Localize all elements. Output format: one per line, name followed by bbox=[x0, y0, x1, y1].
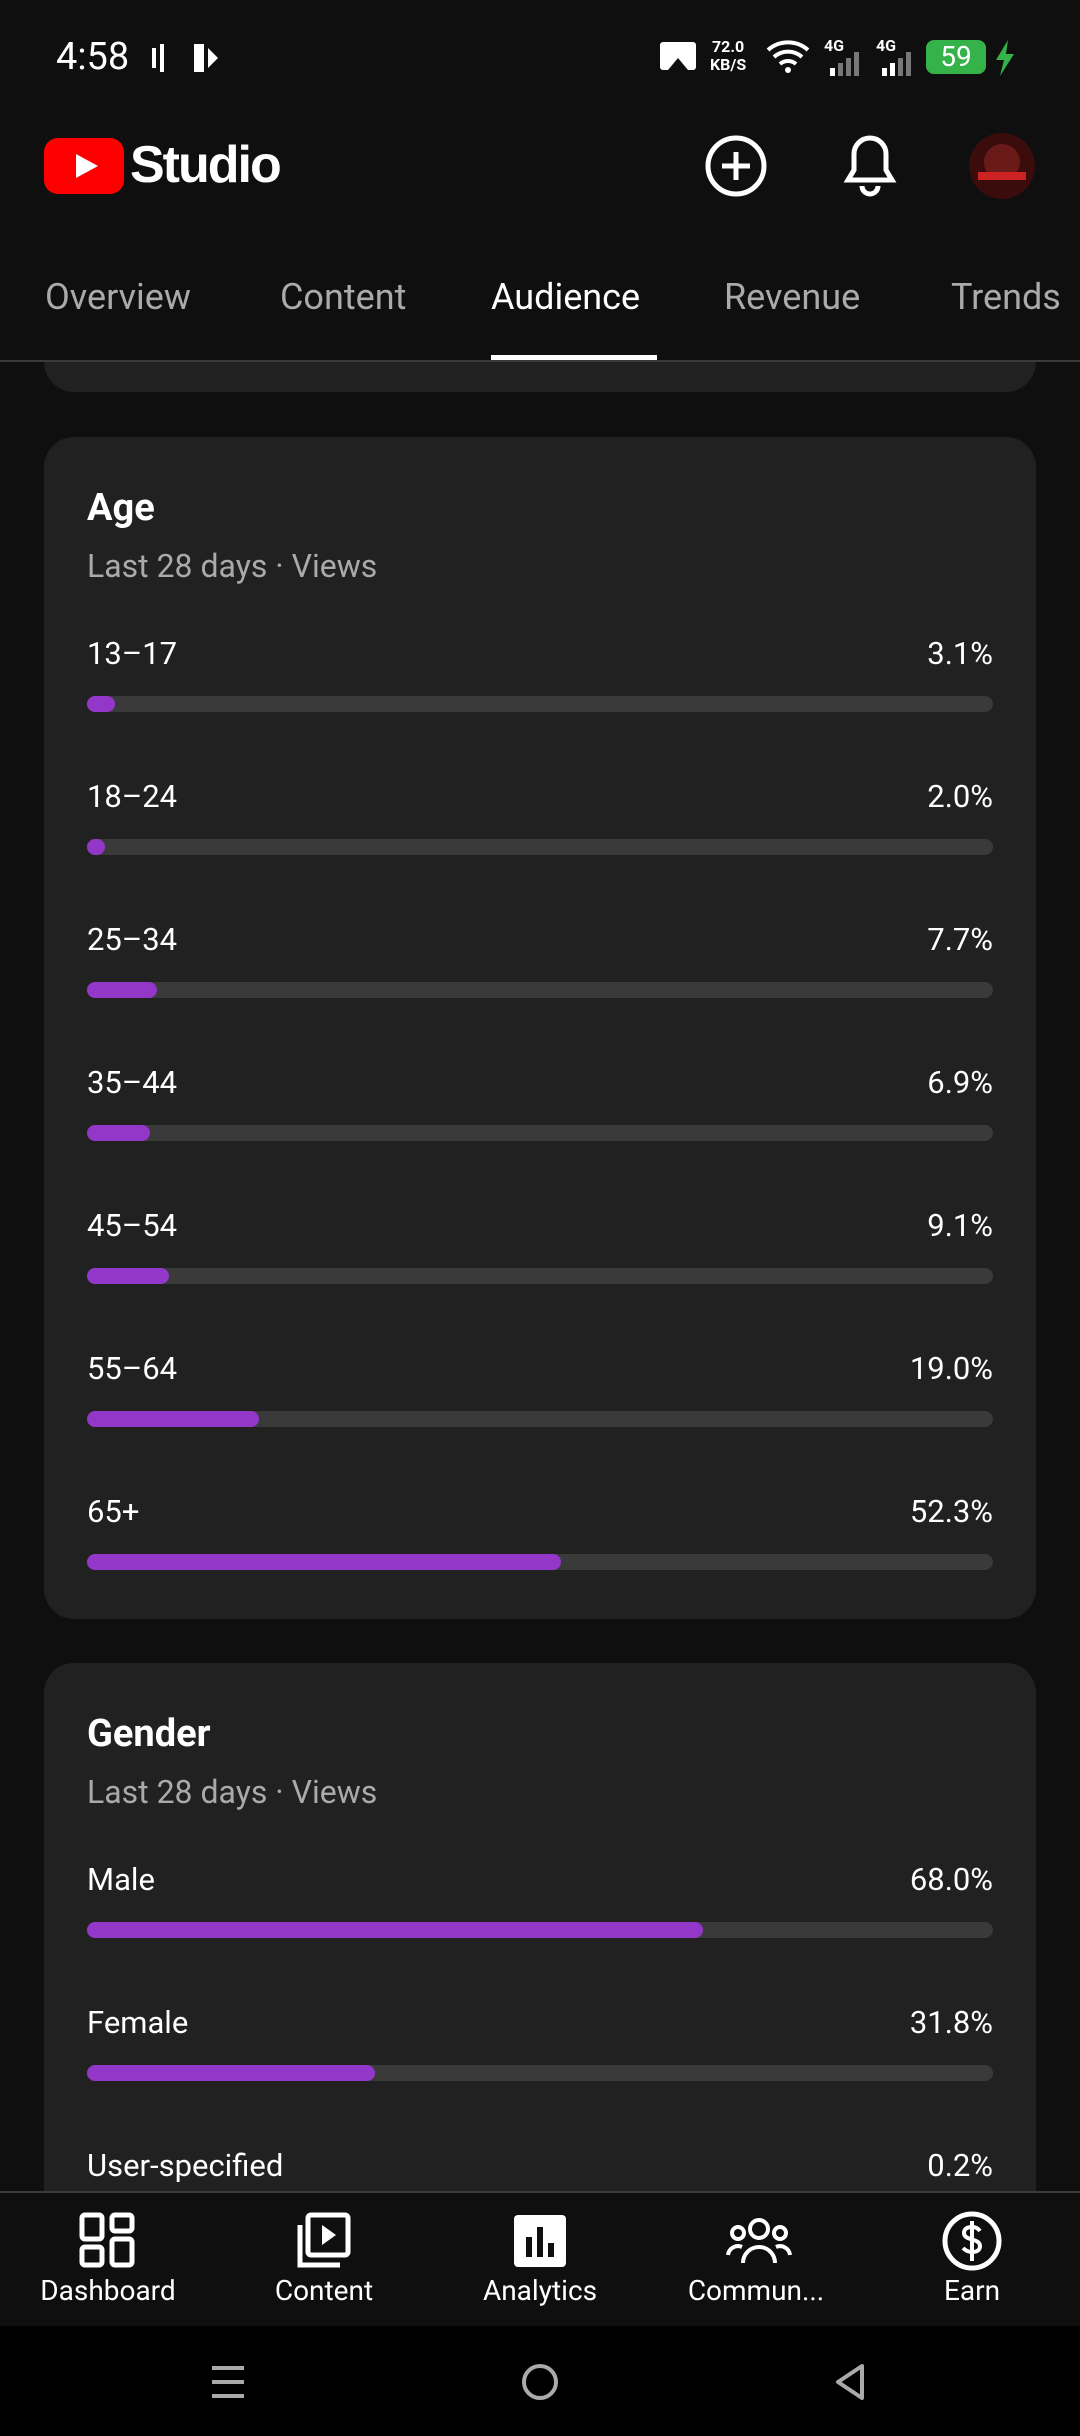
back-button[interactable] bbox=[830, 2362, 870, 2402]
row-label: 55–64 bbox=[87, 1350, 178, 1387]
system-nav bbox=[0, 2326, 1080, 2436]
bar-track bbox=[87, 839, 993, 855]
tab[interactable]: Overview bbox=[45, 276, 191, 318]
nav-item[interactable]: Analytics bbox=[432, 2193, 648, 2326]
nav-item[interactable]: Dashboard bbox=[0, 2193, 216, 2326]
nav-label: Content bbox=[274, 2274, 374, 2307]
avatar[interactable] bbox=[968, 132, 1036, 200]
speed: 72.0 bbox=[711, 37, 745, 56]
nav-label: Commun... bbox=[687, 2274, 825, 2307]
content-icon bbox=[297, 2212, 351, 2268]
wifi-icon bbox=[766, 40, 810, 73]
nav-label: Earn bbox=[943, 2274, 1001, 2307]
signal bbox=[882, 52, 911, 76]
net-speed: 72.0 KB/S bbox=[710, 38, 746, 74]
cast-icon bbox=[660, 42, 696, 70]
section-subtitle: Last 28 days · Views bbox=[87, 1773, 378, 1811]
row-value: 7.7% bbox=[927, 921, 993, 958]
bar bbox=[87, 696, 116, 712]
row-label: 18–24 bbox=[87, 778, 178, 815]
tab[interactable]: Content bbox=[280, 276, 407, 318]
status-icons bbox=[152, 44, 218, 72]
signal bbox=[830, 52, 859, 76]
nav-item[interactable]: Commun... bbox=[648, 2193, 864, 2326]
speed-unit: KB/S bbox=[710, 55, 747, 74]
age-card: Age Last 28 days · Views 13–17 3.1% 18–24 2.0… bbox=[44, 437, 1036, 1619]
card bbox=[44, 362, 1036, 392]
network: 4G bbox=[876, 36, 897, 55]
bar bbox=[87, 982, 157, 998]
row-value: 19.0% bbox=[909, 1350, 993, 1387]
notifications-button[interactable] bbox=[840, 132, 900, 198]
bar-track bbox=[87, 1268, 993, 1284]
bar bbox=[87, 1268, 170, 1284]
row-value: 68.0% bbox=[909, 1861, 993, 1898]
row-value: 3.1% bbox=[927, 635, 993, 672]
bar bbox=[87, 839, 106, 855]
bar bbox=[87, 2065, 376, 2081]
bar-track bbox=[87, 696, 993, 712]
bar bbox=[87, 1922, 704, 1938]
row-value: 2.0% bbox=[927, 778, 993, 815]
nav-item[interactable]: Content bbox=[216, 2193, 432, 2326]
divider bbox=[0, 360, 1080, 362]
time: 4:58 bbox=[56, 35, 130, 79]
tab[interactable]: Trends bbox=[951, 276, 1061, 318]
app-title: Studio bbox=[130, 136, 282, 194]
tab-active[interactable]: Audience bbox=[491, 276, 641, 318]
bar bbox=[87, 1125, 150, 1141]
bar-track bbox=[87, 1411, 993, 1427]
row-value: 52.3% bbox=[909, 1493, 993, 1530]
section-subtitle: Last 28 days · Views bbox=[87, 547, 378, 585]
logo bbox=[44, 138, 124, 194]
row-label: 13–17 bbox=[87, 635, 178, 672]
analytics-icon bbox=[514, 2215, 566, 2267]
nav-label: Analytics bbox=[482, 2274, 598, 2307]
menu-button[interactable] bbox=[208, 2362, 248, 2402]
row-label: 65+ bbox=[87, 1493, 140, 1530]
gender-card: Gender Last 28 days · Views Male 68.0% Femal… bbox=[44, 1663, 1036, 2193]
tab-indicator bbox=[491, 355, 657, 360]
row-label: 45–54 bbox=[87, 1207, 178, 1244]
row-value: 31.8% bbox=[909, 2004, 993, 2041]
bar-track bbox=[87, 982, 993, 998]
row-label: Male bbox=[87, 1861, 155, 1898]
network: 4G bbox=[824, 36, 845, 55]
create-button[interactable] bbox=[704, 134, 768, 198]
row-value: 6.9% bbox=[927, 1064, 993, 1101]
bar-track bbox=[87, 1125, 993, 1141]
section-title: Age bbox=[87, 486, 155, 530]
dashboard-icon bbox=[79, 2212, 135, 2268]
row-label: 35–44 bbox=[87, 1064, 178, 1101]
charging bbox=[996, 40, 1014, 76]
row-value: 9.1% bbox=[927, 1207, 993, 1244]
bar bbox=[87, 1554, 561, 1570]
community-icon bbox=[726, 2218, 792, 2264]
row-label: User-specified bbox=[87, 2147, 284, 2184]
battery: 59 bbox=[926, 40, 986, 74]
nav-item[interactable]: Earn bbox=[864, 2193, 1080, 2326]
bar bbox=[87, 1411, 260, 1427]
row-label: Female bbox=[87, 2004, 189, 2041]
divider bbox=[0, 2191, 1080, 2193]
row-label: 25–34 bbox=[87, 921, 178, 958]
row-value: 0.2% bbox=[927, 2147, 993, 2184]
home-button[interactable] bbox=[520, 2362, 560, 2402]
nav-label: Dashboard bbox=[40, 2274, 176, 2307]
earn-icon bbox=[942, 2211, 1002, 2271]
tab[interactable]: Revenue bbox=[724, 276, 861, 318]
content: Age Last 28 days · Views 13–17 3.1% 18–24 2.0… bbox=[0, 362, 1080, 2193]
section-title: Gender bbox=[87, 1712, 211, 1756]
